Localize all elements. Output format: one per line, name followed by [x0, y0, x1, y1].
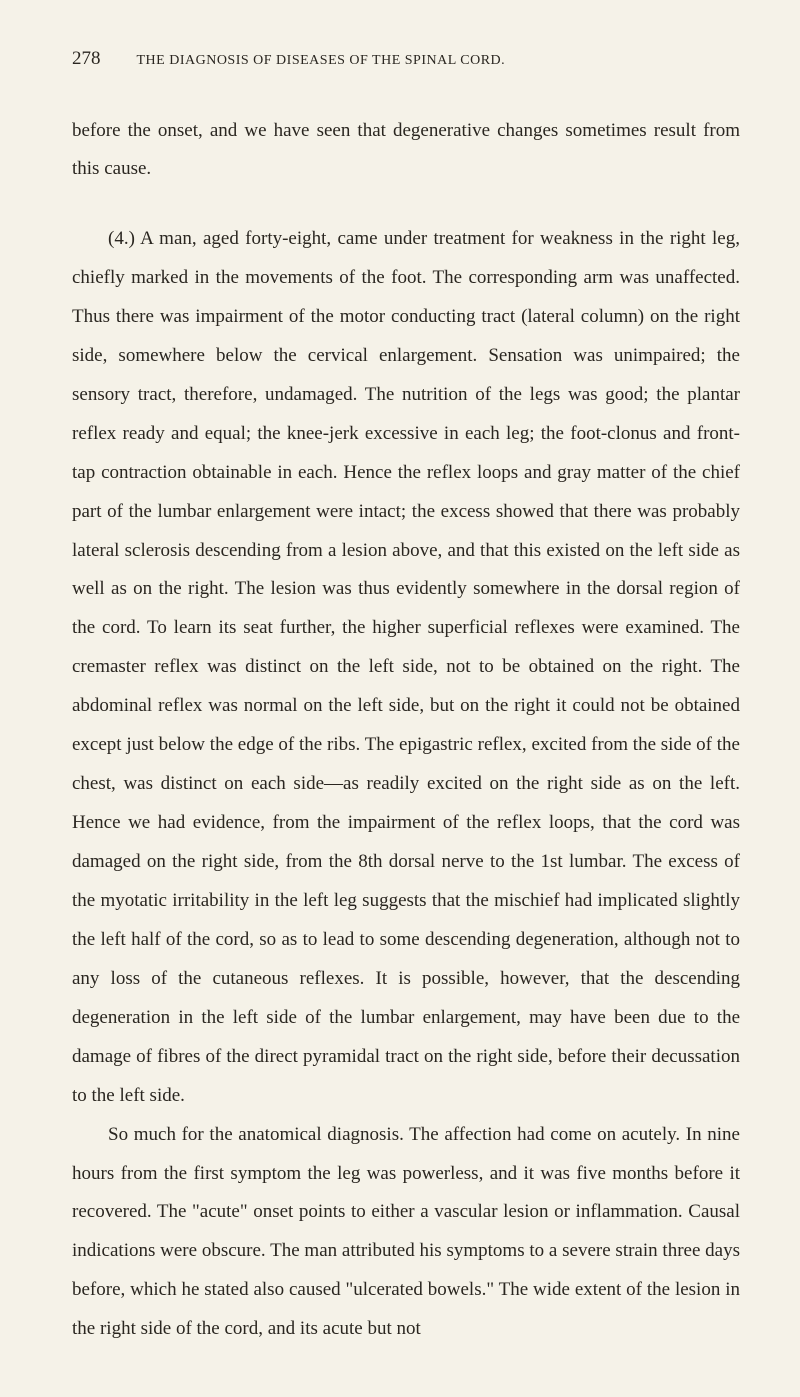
intro-paragraph: before the onset, and we have seen that …	[72, 112, 740, 188]
body-paragraph-1: (4.) A man, aged forty-eight, came under…	[72, 220, 740, 1116]
page-header: 278 THE DIAGNOSIS OF DISEASES OF THE SPI…	[72, 48, 740, 70]
body-paragraph-2: So much for the anatomical diagnosis. Th…	[72, 1116, 740, 1350]
page-number: 278	[72, 48, 101, 70]
running-header: THE DIAGNOSIS OF DISEASES OF THE SPINAL …	[137, 53, 506, 68]
